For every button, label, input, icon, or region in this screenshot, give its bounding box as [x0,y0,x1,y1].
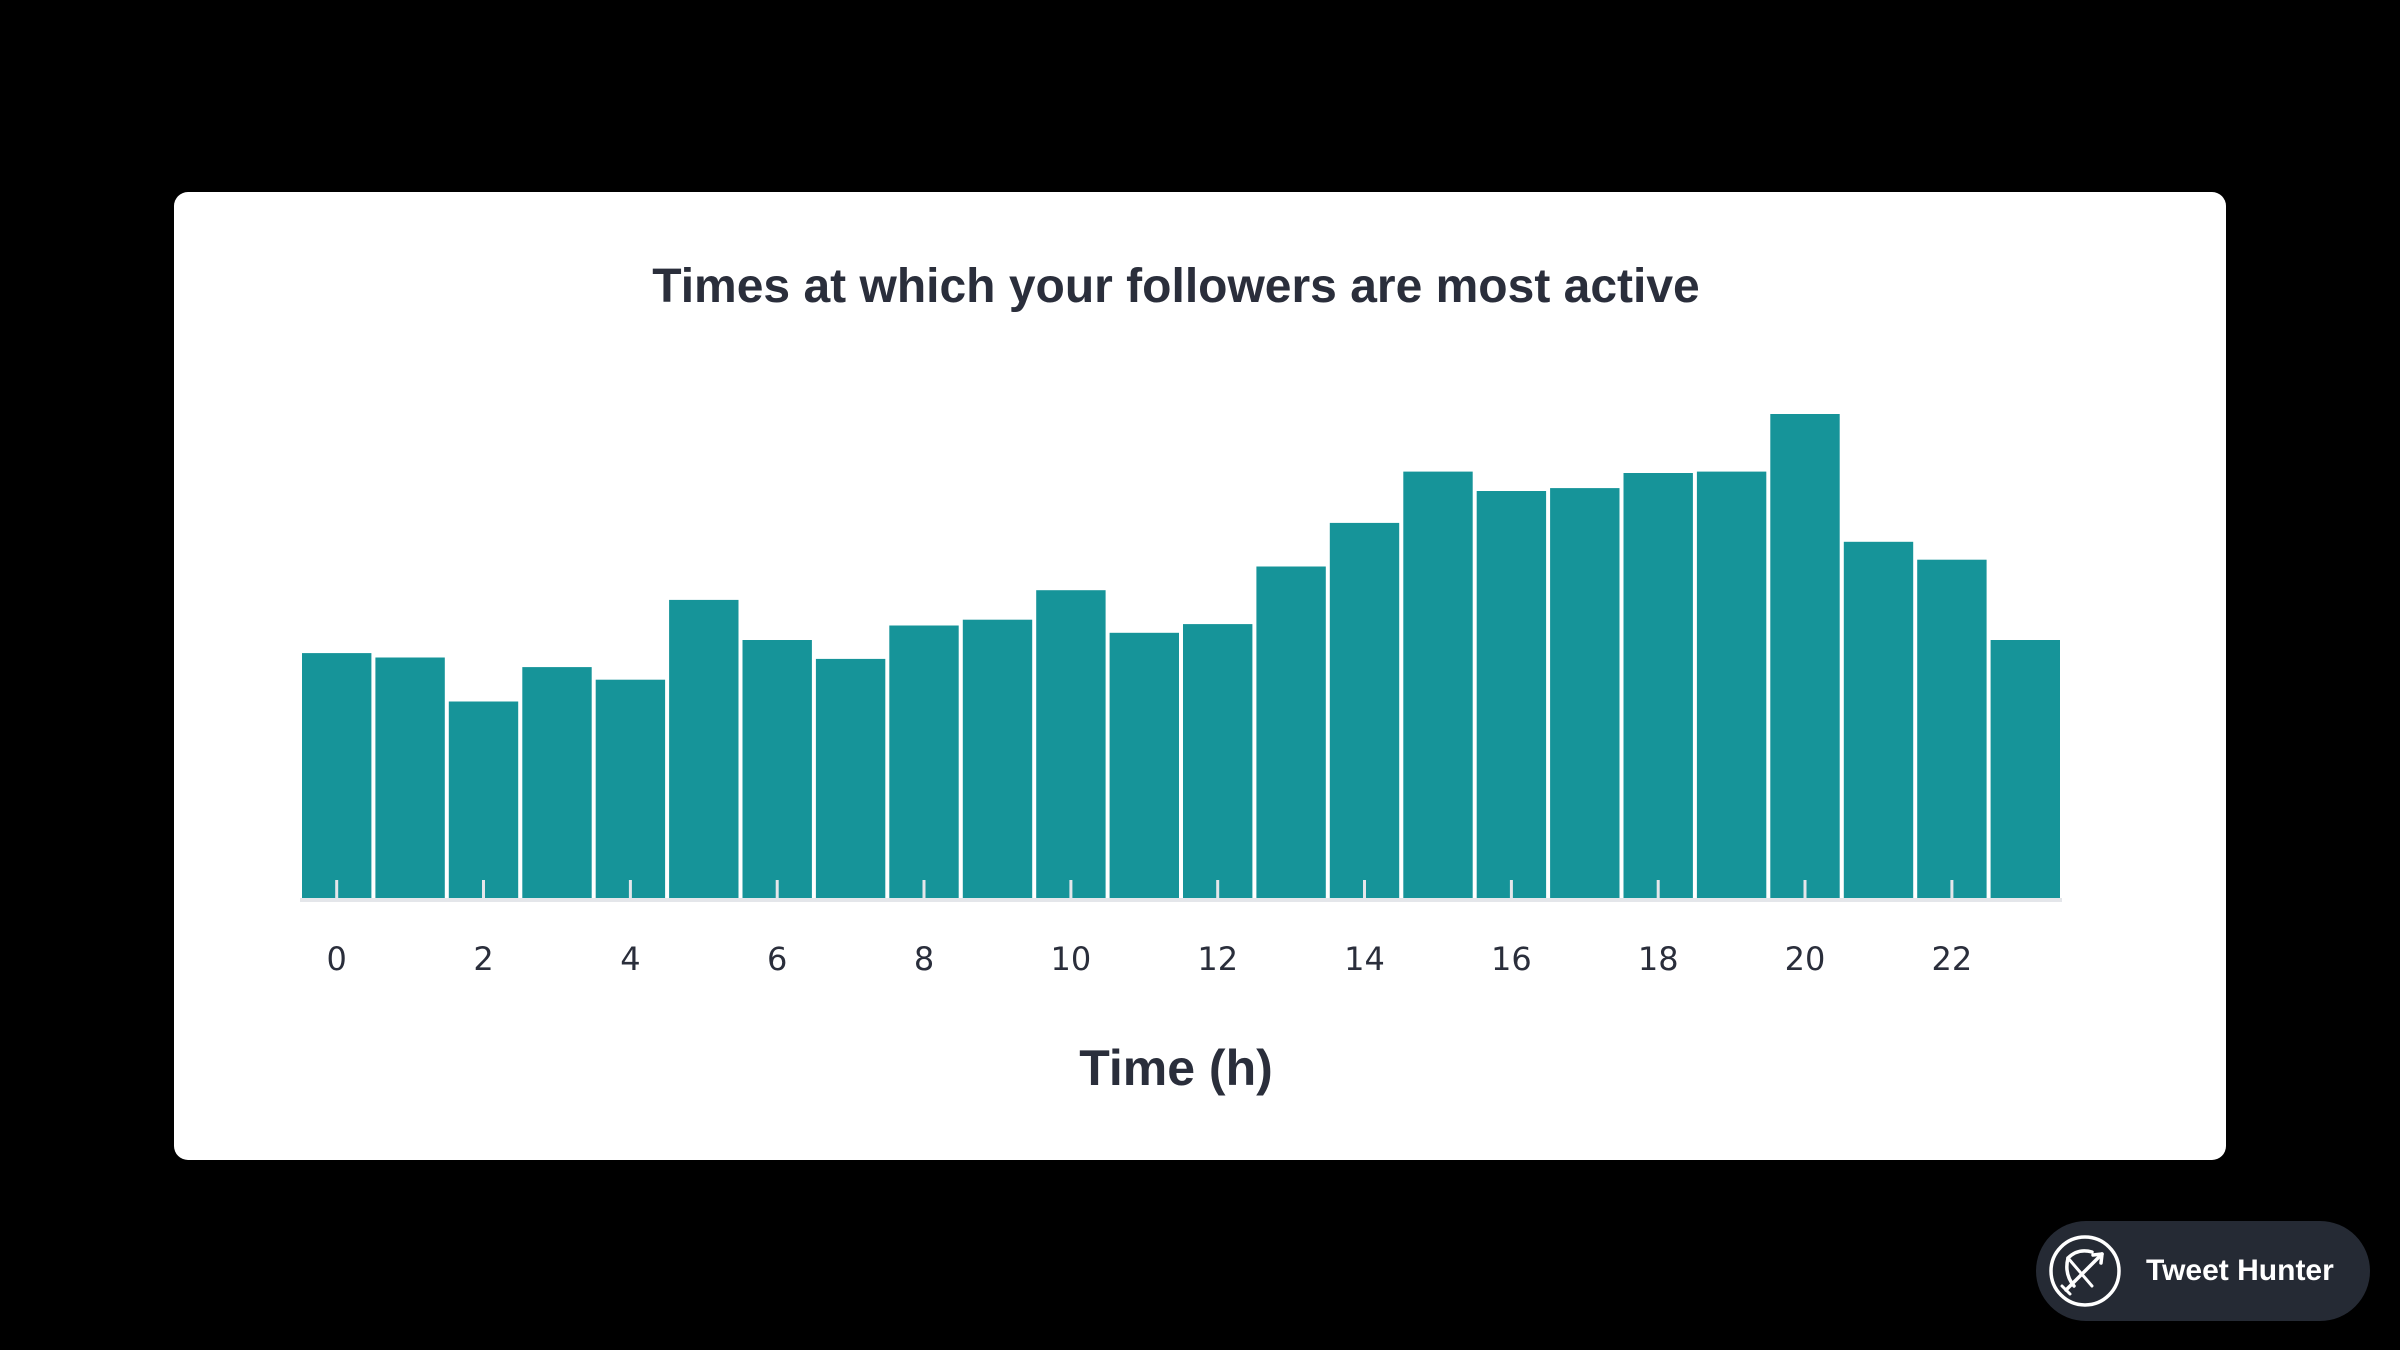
bar-hour-20 [1770,414,1840,898]
x-tick-label: 18 [1638,940,1679,978]
bar-hour-13 [1256,566,1326,898]
bar-hour-22 [1917,559,1987,898]
bar-hour-21 [1843,541,1914,898]
x-axis-title: Time (h) [1079,1040,1273,1096]
tweet-hunter-badge[interactable]: Tweet Hunter [2036,1221,2370,1321]
x-tick-label: 10 [1051,940,1092,978]
bar-hour-5 [669,599,739,898]
bar-hour-6 [742,640,812,898]
x-axis-ticks: 0 2 4 6 8 10 12 14 16 18 20 22 [327,880,1973,978]
x-tick-label: 6 [767,940,787,978]
chart-title: Times at which your followers are most a… [652,260,1699,313]
bar-hour-14 [1329,522,1400,898]
bar-hour-17 [1550,488,1620,898]
x-tick-label: 12 [1197,940,1238,978]
x-tick-label: 14 [1344,940,1385,978]
x-tick-label: 4 [620,940,640,978]
bar-hour-16 [1476,491,1547,898]
bar-hour-9 [962,619,1033,898]
x-tick-label: 20 [1785,940,1826,978]
bar-hour-11 [1109,632,1179,898]
x-tick-label: 2 [473,940,493,978]
bar-hour-0 [302,653,372,898]
bar-hour-1 [375,657,445,898]
bar-hour-7 [815,658,886,898]
chart-card: Times at which your followers are most a… [174,192,2226,1160]
bar-hour-4 [595,679,666,898]
bar-hour-23 [1990,640,2060,898]
activity-bar-chart: Times at which your followers are most a… [300,260,2062,1096]
x-tick-label: 22 [1932,940,1973,978]
bar-hour-3 [522,667,592,898]
bar-hour-8 [889,625,959,898]
bow-and-arrow-icon [2049,1235,2121,1307]
x-tick-label: 0 [327,940,347,978]
bars-group [302,414,2060,898]
bar-hour-12 [1183,624,1253,898]
bar-hour-19 [1696,471,1767,898]
bar-hour-10 [1036,590,1106,898]
bar-hour-2 [448,701,519,898]
badge-label: Tweet Hunter [2146,1254,2334,1287]
x-tick-label: 8 [914,940,934,978]
bar-hour-18 [1623,473,1693,898]
bar-hour-15 [1403,471,1473,898]
x-tick-label: 16 [1491,940,1532,978]
